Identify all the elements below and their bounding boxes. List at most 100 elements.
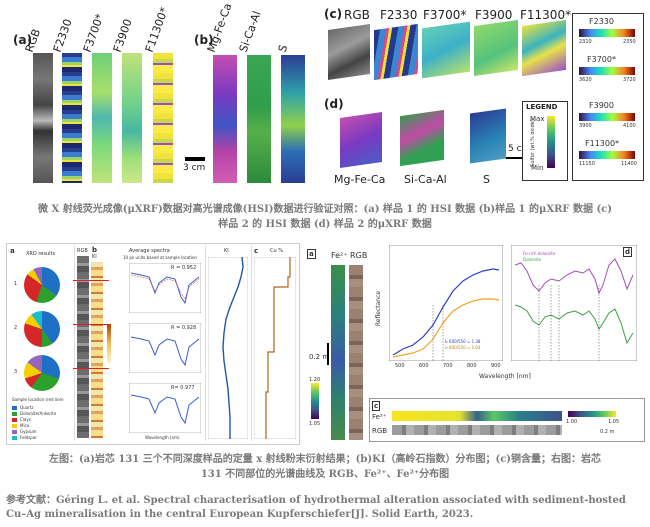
- legend-item-clays: Clays: [12, 417, 72, 423]
- cb1-name: F2330: [589, 17, 614, 26]
- c-row1-label: Fe²⁺: [372, 413, 387, 421]
- col-rgb-c: RGB: [344, 8, 370, 22]
- xrd-title: XRD results: [26, 251, 56, 257]
- scale-bar-a: [185, 157, 205, 161]
- sample-line-2: [73, 324, 109, 325]
- col-mgfeca-d: Mg-Fe-Ca: [334, 173, 386, 186]
- spectra-d-plot: [511, 245, 637, 361]
- spectrum-3-r: R= 0.977: [171, 385, 195, 391]
- col-f3900-c: F3900: [475, 8, 513, 22]
- figure-top-left: (a) RGB F2330 F3700* F3900 F11300* (b) M…: [5, 1, 323, 190]
- col-mgfeca-b: Mg-Fe-Ca: [204, 1, 235, 54]
- core-c-rgb: [328, 24, 370, 80]
- panel-b-label: (b): [194, 33, 214, 47]
- pie-chart-3: [24, 355, 60, 391]
- c-colorbar: [568, 411, 616, 417]
- panel-b-chart: b Reflectance I₀ 600/550 = 1.38 I₀ 600/5…: [373, 243, 505, 373]
- spectrum-plot-2: [129, 323, 201, 373]
- ki-curve: [208, 257, 248, 439]
- spectrum-1-r: R = 0.952: [171, 265, 197, 271]
- pie-chart-2: [24, 311, 60, 347]
- b-leg-2: I₀ 600/550 = 1.03: [445, 345, 481, 350]
- col-f3700: F3700*: [80, 12, 107, 55]
- scale-label-d: 5 cm: [508, 144, 531, 154]
- c-cb-hi: 1.05: [608, 419, 620, 425]
- pie-label-1: 1: [14, 281, 18, 287]
- br-core-rgb: [349, 265, 363, 440]
- cb3-bar: [579, 113, 635, 121]
- cb4-bar: [579, 151, 635, 159]
- br-xaxis-label: Wavelength [nm]: [479, 373, 531, 380]
- cb4-hi: 11400: [621, 161, 637, 167]
- cu-curve: [254, 257, 296, 439]
- panel-c-strip: c Fe²⁺ RGB 1.00 1.05 0.2 m: [369, 398, 645, 442]
- figure-bottom-right: a Fe²⁺ RGB 0.2 m 1.20 1.05 b Reflectance…: [303, 243, 645, 443]
- spectra-title: Average spectra: [129, 248, 170, 254]
- core-strip-f11300: [153, 53, 173, 183]
- core-strip-f3900: [122, 53, 142, 183]
- spectra-sub: 10 px units based at sample location: [123, 255, 197, 260]
- legend-item-feldspar: Feldspar: [12, 435, 72, 441]
- col-s-b: S: [275, 42, 291, 54]
- cb1-bar: [579, 29, 635, 37]
- core-c-f2330: [374, 23, 418, 81]
- spectra-panel: Average spectra 10 px units based at sam…: [115, 245, 203, 441]
- b-xticks: 500 600 700 800 900: [395, 363, 501, 369]
- pie-label-2: 2: [14, 325, 18, 331]
- c-row2-label: RGB: [372, 427, 388, 435]
- xrf-strip-sicaal: [247, 55, 271, 183]
- cb1-lo: 2310: [579, 39, 592, 45]
- br-panel-a: a: [307, 249, 316, 259]
- spectra-xaxis: Wavelength (nm): [145, 435, 180, 440]
- sulfur-legend: LEGEND Max Min Sulfur (wt.% oxide): [522, 101, 568, 181]
- scale-label-a: 3 cm: [183, 163, 206, 173]
- b-leg-1: I₀ 600/550 = 1.38: [445, 339, 481, 344]
- figure-top-right: (c) RGB F2330 F3700* F3900 F11300* (d) M…: [322, 5, 644, 190]
- br-core-fe: [331, 265, 345, 440]
- d-leg-2: Dolomite: [523, 257, 542, 262]
- legend-item-mica: Mica: [12, 423, 72, 429]
- spectrum-plot-1: [129, 263, 201, 313]
- core-c-f11300: [522, 19, 566, 77]
- panel-d-label: (d): [324, 97, 344, 111]
- legend-item-gypsum: Gypsum: [12, 429, 72, 435]
- core-rgb-strip: [77, 256, 89, 438]
- cb1-hi: 2350: [623, 39, 636, 45]
- col-f11300-c: F11300*: [520, 8, 572, 22]
- ki-head: KI: [224, 248, 229, 254]
- legend-min: Min: [531, 164, 544, 172]
- col-f11300: F11300*: [142, 5, 172, 55]
- cb2-name: F3700*: [587, 55, 616, 64]
- spectrum-plot-3: [129, 383, 201, 433]
- br-scale-bar: [327, 343, 329, 365]
- core-strip-f2330: [62, 53, 82, 183]
- legend-colorbar: [547, 116, 555, 168]
- br-panel-c: c: [372, 401, 381, 411]
- cu-panel: c Cu %: [251, 245, 298, 441]
- cu-head: Cu %: [270, 248, 284, 254]
- legend-item-quartz: Quartz: [12, 405, 72, 411]
- panel-c-label: (c): [324, 7, 343, 21]
- br-colorbar: [311, 383, 319, 419]
- col-sicaal-d: Si-Ca-Al: [404, 173, 447, 186]
- xrf-d-sicaal: [400, 109, 444, 167]
- scale-bar-d: [506, 157, 534, 159]
- caption-2-line-1: 左图：(a)岩芯 131 三个不同深度样品的定量 x 射线粉末衍射结果；(b)K…: [48, 454, 602, 465]
- col-sicaal-b: Si-Ca-Al: [236, 9, 264, 54]
- core-ki-strip: [91, 262, 103, 438]
- d-leg-1: Fe-rich dolomite: [523, 251, 556, 256]
- panel-c-letter: c: [254, 247, 259, 255]
- reference-text: 参考文献：Géring L. et al. Spectral character…: [6, 495, 626, 520]
- cb4-lo: 11150: [579, 161, 595, 167]
- ki-panel: KI: [205, 245, 250, 441]
- legend-axis: Sulfur (wt.% oxide): [529, 119, 536, 167]
- panel-d-chart: d Fe-rich dolomite Dolomite: [509, 243, 641, 373]
- cb3-name: F3900: [589, 101, 614, 110]
- xrf-strip-s: [281, 55, 305, 183]
- core-strip-f3700: [92, 53, 112, 183]
- pie-chart-1: [24, 267, 60, 303]
- c-cb-lo: 1.00: [566, 419, 578, 425]
- br-panel-d: d: [623, 247, 633, 257]
- mineral-legend: Quartz Dolomite/Ankerite Clays Mica Gyps…: [12, 405, 72, 441]
- panel-a-label: (a): [13, 33, 33, 47]
